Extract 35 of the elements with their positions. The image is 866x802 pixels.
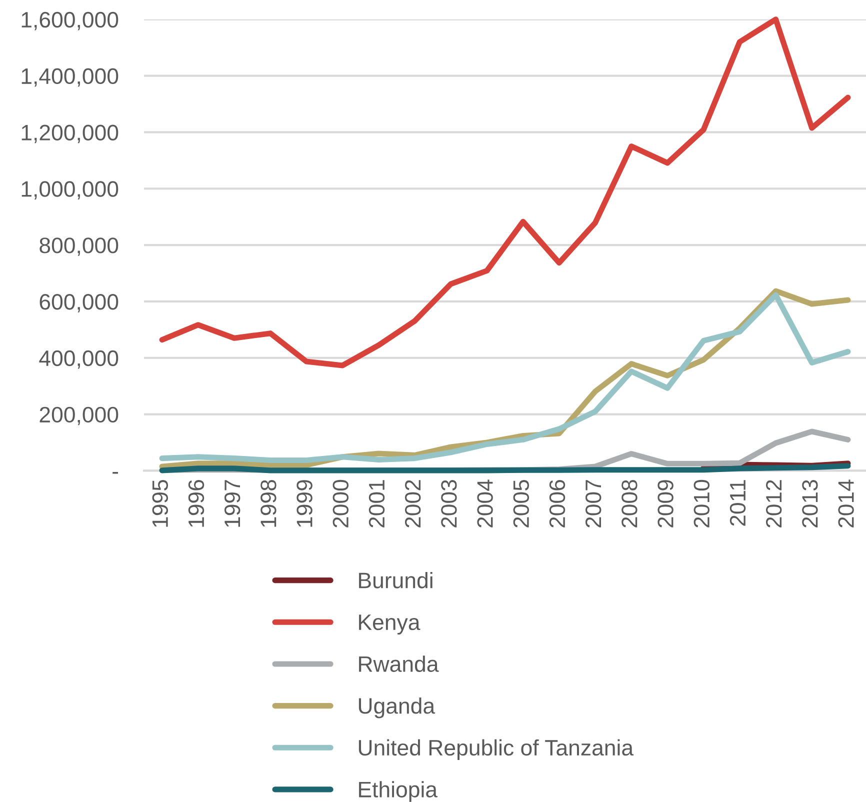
x-tick-label: 2011 (730, 480, 746, 526)
x-tick-label: 2009 (658, 480, 674, 528)
x-tick-label: 1998 (260, 480, 276, 527)
x-tick-label: 2013 (802, 480, 818, 528)
x-tick-label: 1995 (152, 480, 168, 527)
y-tick-label: - (112, 472, 118, 474)
x-tick-label: 2014 (838, 480, 854, 528)
legend-label: Burundi (359, 572, 432, 588)
x-tick-label: 2002 (404, 480, 421, 528)
y-tick-label: 800,000 (40, 238, 118, 256)
x-tick-label: 2008 (622, 480, 638, 528)
x-tick-label: 2000 (332, 480, 349, 528)
x-tick-label: 2004 (477, 480, 493, 528)
y-tick-label: 600,000 (40, 294, 118, 312)
x-tick-label: 1997 (224, 480, 240, 527)
x-tick-label: 2006 (549, 480, 566, 528)
x-tick-label: 2005 (513, 480, 530, 528)
legend-label: Ethiopia (359, 781, 438, 802)
x-tick-label: 2003 (441, 480, 457, 528)
legend-label: Rwanda (359, 656, 439, 672)
x-tick-label: 2012 (766, 480, 782, 528)
y-tick-label: 1,600,000 (22, 12, 118, 30)
legend-label: United Republic of Tanzania (358, 739, 634, 760)
x-tick-label: 2010 (694, 480, 710, 528)
x-tick-label: 1996 (188, 480, 204, 527)
y-tick-label: 400,000 (39, 350, 118, 369)
x-tick-label: 2007 (585, 480, 602, 528)
legend-label: Uganda (358, 697, 436, 718)
x-tick-label: 2001 (368, 480, 385, 528)
y-tick-label: 200,000 (40, 406, 118, 426)
y-tick-label: 1,200,000 (22, 124, 118, 144)
legend-label: Kenya (359, 614, 420, 635)
x-tick-label: 1999 (296, 480, 312, 527)
y-tick-label: 1,000,000 (22, 181, 118, 200)
y-tick-label: 1,400,000 (22, 68, 118, 87)
